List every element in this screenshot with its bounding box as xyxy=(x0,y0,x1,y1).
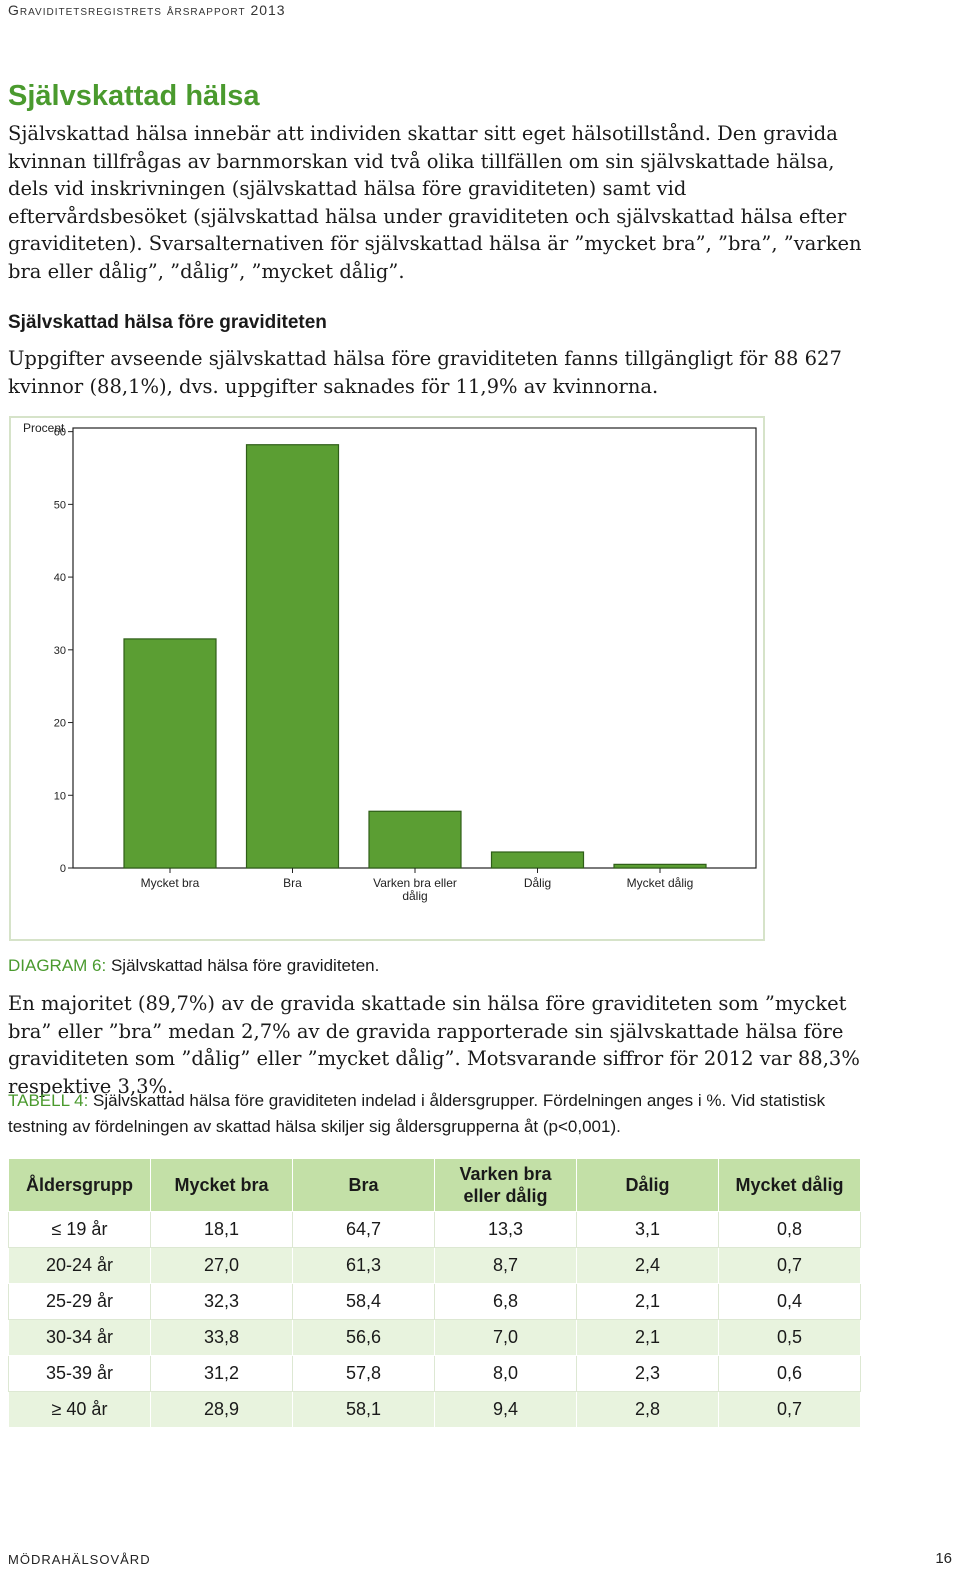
table-caption-text: Självskattad hälsa före graviditeten ind… xyxy=(8,1091,826,1136)
x-tick-label: Bra xyxy=(283,876,302,890)
table-row: ≥ 40 år 28,9 58,1 9,4 2,8 0,7 xyxy=(8,1391,861,1428)
header-neither: Varken bra eller dålig xyxy=(434,1158,577,1212)
cell-poor: 2,4 xyxy=(576,1247,719,1284)
table-header-row: Åldersgrupp Mycket bra Bra Varken bra el… xyxy=(8,1158,861,1212)
header-neither-text: Varken bra eller dålig xyxy=(459,1164,552,1206)
bar-chart: Procent 0 10 20 30 40 50 60 Mycket bra Bra Varken … xyxy=(9,416,765,941)
cell-good: 64,7 xyxy=(292,1211,435,1248)
cell-age: 30-34 år xyxy=(8,1319,151,1356)
cell-very-good: 28,9 xyxy=(150,1391,293,1428)
cell-poor: 2,1 xyxy=(576,1319,719,1356)
cell-very-good: 27,0 xyxy=(150,1247,293,1284)
intro-paragraph: Självskattad hälsa innebär att individen… xyxy=(8,122,862,283)
cell-good: 58,1 xyxy=(292,1391,435,1428)
cell-neither: 6,8 xyxy=(434,1283,577,1320)
y-tick-label: 40 xyxy=(54,572,66,584)
diagram-caption: DIAGRAM 6: Självskattad hälsa före gravi… xyxy=(8,956,379,976)
cell-very-good: 32,3 xyxy=(150,1283,293,1320)
cell-very-poor: 0,7 xyxy=(718,1391,861,1428)
cell-age: 20-24 år xyxy=(8,1247,151,1284)
y-axis-label: Procent xyxy=(23,421,65,435)
cell-very-poor: 0,4 xyxy=(718,1283,861,1320)
cell-very-good: 31,2 xyxy=(150,1355,293,1392)
table-row: 20-24 år 27,0 61,3 8,7 2,4 0,7 xyxy=(8,1247,861,1284)
x-tick-label: dålig xyxy=(402,889,427,903)
cell-good: 61,3 xyxy=(292,1247,435,1284)
table-caption-label: TABELL 4: xyxy=(8,1091,89,1110)
table-row: 25-29 år 32,3 58,4 6,8 2,1 0,4 xyxy=(8,1283,861,1320)
bar xyxy=(613,863,707,869)
cell-age: ≥ 40 år xyxy=(8,1391,151,1428)
subsection-paragraph: Uppgifter avseende självskattad hälsa fö… xyxy=(8,347,842,398)
y-tick-label: 0 xyxy=(60,863,66,875)
table-row: 35-39 år 31,2 57,8 8,0 2,3 0,6 xyxy=(8,1355,861,1392)
bar xyxy=(123,638,217,869)
health-by-age-table: Åldersgrupp Mycket bra Bra Varken bra el… xyxy=(8,1158,861,1428)
section-title: Självskattad hälsa xyxy=(8,80,260,112)
y-tick-label: 50 xyxy=(54,499,66,511)
cell-very-poor: 0,7 xyxy=(718,1247,861,1284)
cell-poor: 2,8 xyxy=(576,1391,719,1428)
bar xyxy=(245,444,340,869)
cell-very-good: 18,1 xyxy=(150,1211,293,1248)
header-age-group: Åldersgrupp xyxy=(8,1158,151,1212)
cell-age: 25-29 år xyxy=(8,1283,151,1320)
cell-very-poor: 0,6 xyxy=(718,1355,861,1392)
x-tick-label: Mycket dålig xyxy=(627,876,694,890)
footer-section-name: Mödrahälsovård xyxy=(8,1552,151,1567)
cell-age: 35-39 år xyxy=(8,1355,151,1392)
diagram-caption-text: Självskattad hälsa före graviditeten. xyxy=(106,956,380,975)
cell-good: 58,4 xyxy=(292,1283,435,1320)
x-tick-label: Dålig xyxy=(524,876,551,890)
cell-very-poor: 0,8 xyxy=(718,1211,861,1248)
result-paragraph: En majoritet (89,7%) av de gravida skatt… xyxy=(8,992,860,1098)
x-tick-label: Varken bra eller xyxy=(373,876,457,890)
cell-poor: 2,3 xyxy=(576,1355,719,1392)
y-tick-label: 60 xyxy=(54,427,66,439)
bar xyxy=(368,810,462,869)
cell-poor: 3,1 xyxy=(576,1211,719,1248)
cell-good: 56,6 xyxy=(292,1319,435,1356)
bar xyxy=(490,851,585,869)
table-row: 30-34 år 33,8 56,6 7,0 2,1 0,5 xyxy=(8,1319,861,1356)
header-very-poor: Mycket dålig xyxy=(718,1158,861,1212)
cell-very-good: 33,8 xyxy=(150,1319,293,1356)
cell-neither: 8,7 xyxy=(434,1247,577,1284)
header-good: Bra xyxy=(292,1158,435,1212)
y-tick-label: 20 xyxy=(54,718,66,730)
cell-very-poor: 0,5 xyxy=(718,1319,861,1356)
y-tick-label: 30 xyxy=(54,645,66,657)
cell-neither: 7,0 xyxy=(434,1319,577,1356)
page-number: 16 xyxy=(935,1550,952,1567)
cell-age: ≤ 19 år xyxy=(8,1211,151,1248)
bar-chart-svg: Procent 0 10 20 30 40 50 60 Mycket bra Bra Varken … xyxy=(23,421,757,903)
header-poor: Dålig xyxy=(576,1158,719,1212)
cell-good: 57,8 xyxy=(292,1355,435,1392)
header-very-good: Mycket bra xyxy=(150,1158,293,1212)
subsection-title: Självskattad hälsa före graviditeten xyxy=(8,312,327,333)
cell-poor: 2,1 xyxy=(576,1283,719,1320)
y-tick-label: 10 xyxy=(54,790,66,802)
table-caption: TABELL 4: Självskattad hälsa före gravid… xyxy=(8,1088,888,1140)
cell-neither: 9,4 xyxy=(434,1391,577,1428)
cell-neither: 8,0 xyxy=(434,1355,577,1392)
diagram-caption-label: DIAGRAM 6: xyxy=(8,956,107,975)
running-header: Graviditetsregistrets årsrapport 2013 xyxy=(8,2,286,18)
cell-neither: 13,3 xyxy=(434,1211,577,1248)
x-tick-label: Mycket bra xyxy=(141,876,200,890)
table-row: ≤ 19 år 18,1 64,7 13,3 3,1 0,8 xyxy=(8,1211,861,1248)
